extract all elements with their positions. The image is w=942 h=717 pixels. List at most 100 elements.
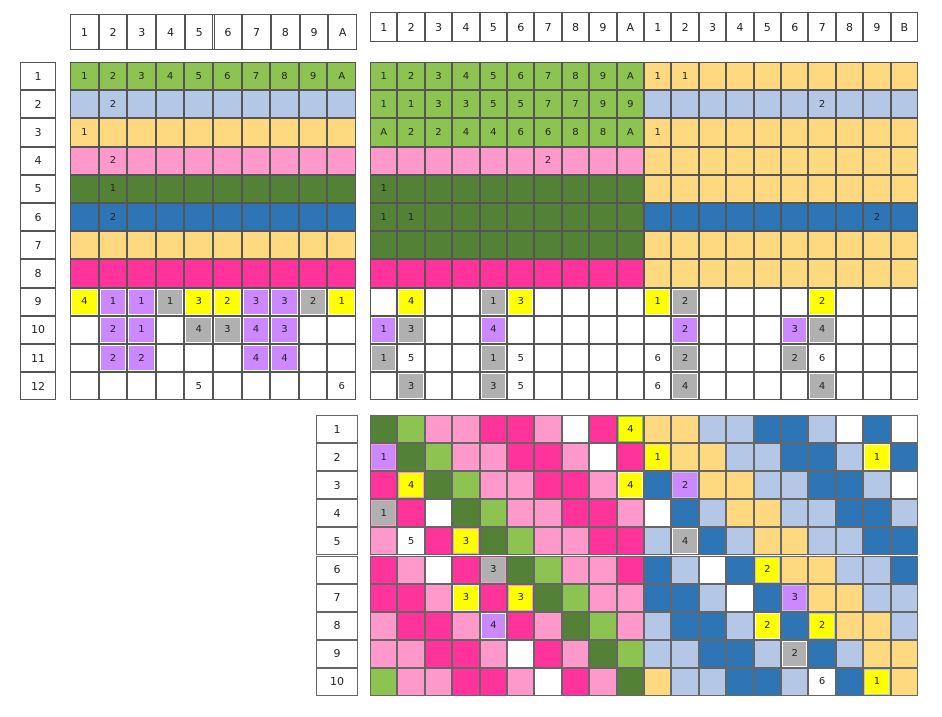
bottom-cell: [781, 527, 809, 556]
right-cell: [616, 174, 644, 203]
right-cell-label: 4: [490, 126, 497, 138]
left-cell: [70, 344, 99, 373]
left-cell: [98, 62, 128, 91]
bottom-cell: [726, 583, 754, 612]
left-cell: [213, 344, 242, 373]
right-cell: [781, 62, 809, 91]
bottom-cell: [671, 639, 699, 668]
left-cell: [298, 146, 328, 175]
right-col-header: 2: [397, 12, 425, 42]
right-cell: [890, 372, 918, 401]
right-col-header: B: [890, 12, 918, 42]
right-cell: [726, 146, 754, 175]
right-cell-label: 2: [407, 126, 415, 138]
right-cell: [863, 174, 891, 203]
left-cell: [155, 231, 185, 260]
left-cell: [155, 344, 185, 373]
right-cell-badge: 3: [509, 289, 533, 314]
right-cell: [534, 174, 562, 203]
right-cell: [698, 259, 727, 288]
bottom-cell-badge: 3: [509, 585, 533, 610]
right-cell: [863, 203, 891, 232]
right-cell: [644, 146, 672, 175]
left-cell: [98, 231, 128, 260]
right-cell: [616, 90, 644, 119]
left-cell: [155, 203, 185, 232]
right-cell: [890, 259, 918, 288]
right-cell: [726, 259, 754, 288]
right-cell: [370, 146, 398, 175]
bottom-cell: [561, 527, 590, 556]
right-cell: [835, 259, 864, 288]
right-cell: [890, 231, 918, 260]
right-cell: [534, 344, 562, 373]
right-cell: [370, 372, 398, 401]
right-cell: [644, 315, 672, 344]
right-cell: [452, 344, 480, 373]
left-cell: [327, 90, 356, 119]
bottom-cell: [698, 499, 727, 528]
right-cell: [644, 118, 672, 147]
right-cell: [863, 62, 891, 91]
right-cell: [616, 315, 644, 344]
right-cell: [698, 146, 727, 175]
left-cell: [327, 231, 356, 260]
right-cell: [698, 315, 727, 344]
bottom-cell: [534, 611, 562, 640]
left-cell: [98, 118, 128, 147]
right-cell-label: 4: [462, 126, 470, 138]
right-cell-label: 1: [407, 98, 415, 110]
right-cell: [753, 315, 781, 344]
bottom-cell: [479, 583, 507, 612]
left-cell-label: 1: [81, 70, 88, 82]
left-cell-label: 3: [138, 70, 145, 82]
right-cell: [561, 174, 590, 203]
bottom-cell: [589, 639, 617, 668]
right-cell-badge: 4: [481, 317, 505, 342]
bottom-cell: [589, 527, 617, 556]
bottom-cell: [808, 555, 836, 584]
right-cell: [561, 315, 590, 344]
bottom-cell: [781, 415, 809, 444]
right-cell-badge: 1: [372, 346, 396, 371]
left-cell-badge: 3: [186, 289, 211, 314]
left-cell: [70, 203, 99, 232]
bottom-cell: [698, 611, 727, 640]
left-cell: [270, 259, 299, 288]
right-cell: [863, 146, 891, 175]
bottom-cell: [698, 583, 727, 612]
right-cell: [671, 90, 699, 119]
left-cell: [184, 372, 213, 401]
right-cell: [863, 344, 891, 373]
left-col-header: 6: [213, 14, 243, 50]
right-cell-label: 2: [407, 70, 415, 82]
left-cell-label: 9: [309, 70, 317, 82]
left-cell: [298, 90, 328, 119]
right-cell: [835, 62, 864, 91]
left-cell-label: 2: [109, 155, 117, 167]
left-cell-badge: 1: [129, 317, 154, 342]
left-cell: [184, 259, 213, 288]
left-cell: [70, 174, 99, 203]
right-cell-label: 1: [407, 211, 415, 223]
left-row-header: 8: [20, 259, 56, 288]
left-cell: [241, 259, 271, 288]
right-cell: [890, 203, 918, 232]
left-cell: [298, 174, 328, 203]
right-cell-label: 6: [544, 126, 552, 138]
right-cell: [808, 62, 836, 91]
right-cell: [397, 231, 425, 260]
right-cell: [698, 90, 727, 119]
right-col-header: 6: [507, 12, 535, 42]
bottom-cell: [589, 415, 617, 444]
left-cell: [327, 315, 356, 344]
right-cell: [698, 231, 727, 260]
bottom-cell: [370, 415, 398, 444]
right-cell: [507, 90, 535, 119]
right-cell: [424, 231, 453, 260]
bottom-cell: [808, 527, 836, 556]
right-cell-label: 5: [407, 352, 415, 364]
right-cell: [644, 372, 672, 401]
bottom-cell: [370, 471, 398, 500]
right-cell-label: 1: [681, 70, 689, 82]
